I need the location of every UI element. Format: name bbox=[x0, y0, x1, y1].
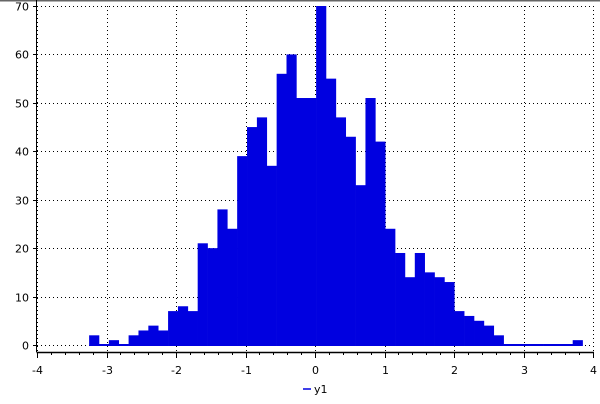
histogram-bar bbox=[513, 344, 524, 346]
histogram-bar bbox=[375, 141, 386, 346]
histogram-bar bbox=[454, 311, 465, 346]
x-tick-label: 0 bbox=[312, 364, 319, 377]
x-tick-label: 1 bbox=[382, 364, 389, 377]
histogram-bar bbox=[562, 344, 574, 346]
histogram-bar bbox=[503, 344, 514, 346]
histogram-bar bbox=[523, 344, 534, 346]
histogram-bar bbox=[464, 315, 475, 346]
axes: 0 10 20 30 40 50 60 70 -4 -3 -2 -1 0 1 2 3 4 bbox=[15, 0, 597, 377]
legend: y1 bbox=[303, 383, 328, 396]
legend-label: y1 bbox=[314, 383, 328, 396]
histogram-bar bbox=[128, 335, 139, 346]
histogram-bar bbox=[444, 282, 455, 346]
y-tick-label: 60 bbox=[15, 49, 29, 62]
histogram-bar bbox=[572, 340, 583, 346]
histogram-bar bbox=[404, 277, 416, 346]
histogram-bar bbox=[177, 306, 189, 346]
histogram-bar bbox=[493, 335, 504, 346]
histogram-bar bbox=[306, 98, 317, 346]
histogram-bar bbox=[434, 277, 445, 346]
x-tick-label: -2 bbox=[171, 364, 182, 377]
histogram-bar bbox=[89, 335, 100, 346]
histogram-bar bbox=[276, 73, 287, 347]
histogram-bar bbox=[237, 156, 248, 346]
x-tick-label: 4 bbox=[590, 364, 597, 377]
histogram-bar bbox=[187, 311, 198, 346]
histogram-bar bbox=[414, 252, 425, 346]
histogram-bar bbox=[227, 228, 238, 346]
histogram-bar bbox=[98, 344, 110, 346]
x-tick-label: 2 bbox=[451, 364, 458, 377]
histogram-bar bbox=[335, 117, 347, 346]
histogram-bar bbox=[207, 248, 218, 346]
histogram-bar bbox=[543, 344, 554, 346]
histogram-bar bbox=[168, 311, 179, 346]
histogram-bar bbox=[108, 340, 120, 346]
histogram-bar bbox=[483, 325, 495, 346]
histogram-bar bbox=[365, 98, 376, 346]
bars bbox=[89, 6, 583, 347]
y-tick-label: 50 bbox=[15, 98, 29, 111]
histogram-bar bbox=[552, 344, 564, 346]
x-tick-label: -4 bbox=[32, 364, 43, 377]
histogram-bar bbox=[395, 252, 406, 346]
histogram-bar bbox=[385, 228, 396, 346]
histogram-bar bbox=[474, 320, 485, 346]
histogram-bar bbox=[217, 209, 228, 346]
y-tick-label: 20 bbox=[15, 243, 29, 256]
histogram-bar bbox=[266, 165, 277, 346]
histogram-bar bbox=[325, 78, 337, 347]
y-tick-label: 30 bbox=[15, 195, 29, 208]
y-tick-label: 40 bbox=[15, 146, 29, 159]
y-tick-label: 10 bbox=[15, 292, 29, 305]
histogram-bar bbox=[158, 330, 169, 346]
histogram-bar bbox=[296, 98, 307, 346]
y-tick-label: 70 bbox=[15, 1, 29, 14]
histogram-bar bbox=[247, 127, 258, 346]
histogram-bar bbox=[138, 330, 149, 346]
x-tick-label: -1 bbox=[241, 364, 252, 377]
x-tick-label: -3 bbox=[102, 364, 113, 377]
x-tick-label: 3 bbox=[521, 364, 528, 377]
histogram-bar bbox=[424, 272, 435, 346]
histogram-bar bbox=[197, 243, 208, 346]
y-tick-label: 0 bbox=[22, 340, 29, 353]
histogram-bar bbox=[345, 136, 356, 346]
histogram-bar bbox=[355, 185, 366, 346]
histogram-bar bbox=[118, 344, 129, 346]
histogram-bar bbox=[148, 325, 159, 346]
histogram-bar bbox=[533, 344, 544, 346]
histogram-bar bbox=[286, 54, 297, 347]
histogram-bar bbox=[256, 117, 268, 346]
histogram-bar bbox=[316, 6, 327, 346]
